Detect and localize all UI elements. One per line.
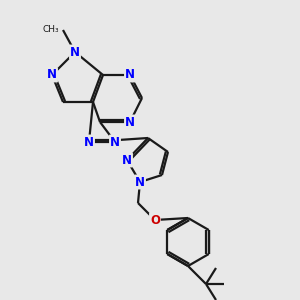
Text: N: N — [125, 68, 135, 82]
Text: N: N — [70, 46, 80, 59]
Text: N: N — [110, 136, 120, 148]
Text: O: O — [150, 214, 160, 226]
Text: CH₃: CH₃ — [42, 25, 59, 34]
Text: N: N — [122, 154, 132, 166]
Text: N: N — [47, 68, 57, 82]
Text: N: N — [135, 176, 145, 188]
Text: N: N — [84, 136, 94, 148]
Text: N: N — [125, 116, 135, 128]
